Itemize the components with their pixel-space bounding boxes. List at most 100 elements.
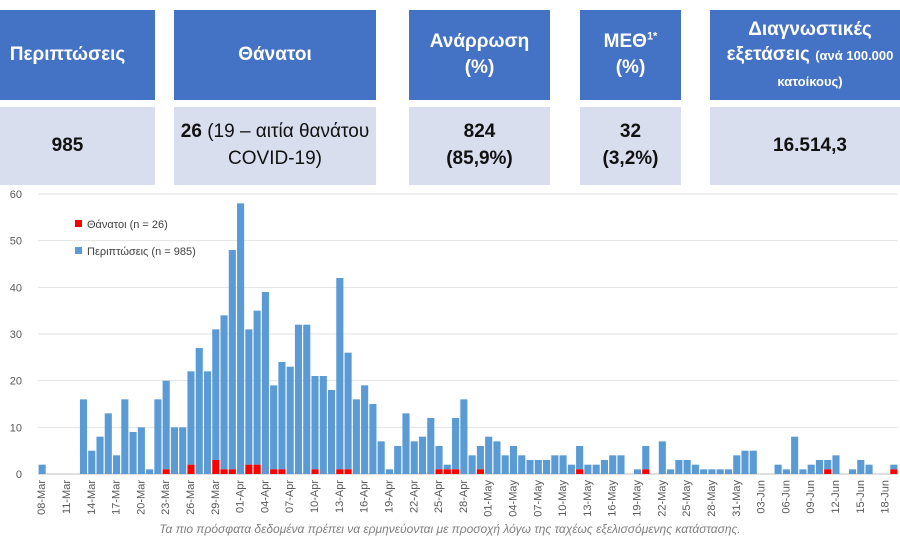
- cases-bar: [468, 455, 476, 474]
- x-tick-label: 07-Apr: [284, 480, 296, 513]
- deaths-bar: [642, 469, 650, 474]
- y-tick-label: 20: [10, 376, 22, 388]
- cases-bar: [815, 460, 823, 474]
- value-recovery-percent: (85,9%): [446, 148, 513, 169]
- cases-bar: [799, 469, 807, 474]
- cases-bar: [311, 376, 319, 470]
- cases-bar: [96, 436, 104, 474]
- cases-bar: [551, 455, 559, 474]
- x-tick-label: 20-Mar: [135, 480, 147, 515]
- cases-bar: [435, 446, 443, 470]
- cases-bar: [534, 460, 542, 474]
- x-tick-label: 13-Apr: [334, 480, 346, 513]
- cases-bar: [179, 427, 187, 474]
- x-tick-label: 25-Apr: [433, 480, 445, 513]
- deaths-bar: [576, 469, 584, 474]
- x-tick-label: 16-Apr: [359, 480, 371, 513]
- cases-bar: [526, 460, 534, 474]
- deaths-bar: [435, 469, 443, 474]
- cases-bar: [38, 464, 46, 474]
- deaths-bar: [344, 469, 352, 474]
- cases-bar: [501, 455, 509, 474]
- x-tick-label: 13-May: [582, 480, 594, 517]
- cases-bar: [121, 399, 129, 474]
- cases-bar: [741, 450, 749, 474]
- deaths-bar: [162, 469, 170, 474]
- deaths-bar: [187, 464, 195, 474]
- header-tests-label: Διαγνωστικές εξετάσεις: [726, 18, 872, 66]
- cases-bar: [154, 399, 162, 474]
- cases-bar: [667, 469, 675, 474]
- x-tick-label: 19-May: [632, 480, 644, 517]
- cases-bar: [716, 469, 724, 474]
- cases-bar: [857, 460, 865, 474]
- x-tick-label: 11-Mar: [61, 480, 73, 514]
- cases-bar: [195, 348, 203, 474]
- cases-bar: [385, 469, 393, 474]
- cases-bar: [733, 455, 741, 474]
- cases-bar: [418, 436, 427, 474]
- cases-bar: [476, 446, 484, 470]
- y-tick-label: 60: [10, 189, 22, 201]
- cases-bar: [104, 413, 112, 474]
- deaths-bar: [270, 469, 278, 474]
- cases-bar: [79, 399, 88, 474]
- cases-bar: [394, 446, 402, 474]
- cases-bar: [187, 371, 195, 465]
- x-tick-label: 10-Apr: [309, 480, 321, 513]
- x-tick-label: 01-Apr: [235, 480, 247, 513]
- legend-label: Θάνατοι (n = 26): [87, 219, 168, 231]
- y-tick-label: 10: [10, 422, 22, 434]
- cases-bar: [319, 376, 327, 474]
- value-deaths-detail: (19 – αιτία θανάτου COVID-19): [207, 121, 370, 169]
- deaths-bar: [212, 460, 220, 474]
- deaths-bar: [452, 469, 460, 474]
- deaths-bar: [278, 469, 286, 474]
- cases-bar: [369, 404, 377, 474]
- x-tick-label: 04-May: [507, 480, 519, 517]
- cases-bar: [807, 464, 815, 474]
- cases-bar: [749, 450, 757, 474]
- cases-bar: [865, 464, 873, 474]
- x-tick-label: 16-May: [607, 480, 619, 517]
- cases-bar: [162, 380, 170, 470]
- deaths-bar: [228, 469, 236, 474]
- cases-bar: [261, 292, 269, 474]
- header-icu-unit: (%): [615, 57, 646, 78]
- y-tick-label: 0: [16, 469, 22, 481]
- header-tests: Διαγνωστικές εξετάσεις (ανά 100.000 κατο…: [710, 10, 900, 100]
- cases-bar: [402, 413, 410, 474]
- daily-cases-chart: 0 10 20 30 40 50 60 08-Mar 11-Mar 14-Mar 17-Mar 20-…: [10, 189, 898, 517]
- x-tick-label: 03-Jun: [756, 480, 768, 514]
- cases-bar: [658, 441, 666, 474]
- deaths-bar: [890, 469, 898, 474]
- cases-bar: [427, 418, 435, 474]
- cases-bar: [270, 385, 278, 470]
- cases-bar: [890, 464, 898, 470]
- x-tick-label: 23-Mar: [160, 480, 172, 515]
- cases-bar: [352, 399, 360, 474]
- value-tests: 16.514,3: [710, 107, 900, 185]
- cases-bar: [245, 329, 253, 465]
- cases-bar: [791, 436, 799, 474]
- cases-bar: [600, 460, 608, 474]
- cases-bar: [88, 450, 96, 474]
- x-tick-label: 17-Mar: [111, 480, 123, 515]
- y-tick-label: 40: [10, 282, 22, 294]
- x-tick-label: 15-Jun: [855, 480, 867, 514]
- value-icu: 32 (3,2%): [580, 107, 681, 185]
- cases-bar: [832, 455, 840, 474]
- x-tick-label: 08-Mar: [36, 480, 48, 515]
- x-tick-label: 12-Jun: [830, 480, 842, 514]
- cases-bar: [576, 446, 584, 470]
- cases-bar: [344, 352, 352, 470]
- x-tick-label: 28-May: [706, 480, 718, 517]
- cases-bar: [137, 427, 145, 474]
- cases-bar: [559, 455, 567, 474]
- legend-swatch: [75, 220, 82, 227]
- value-tests-number: 16.514,3: [773, 134, 847, 156]
- deaths-bar: [336, 469, 344, 474]
- x-tick-label: 25-May: [681, 480, 693, 517]
- cases-bar: [543, 460, 551, 474]
- cases-bar: [567, 464, 575, 474]
